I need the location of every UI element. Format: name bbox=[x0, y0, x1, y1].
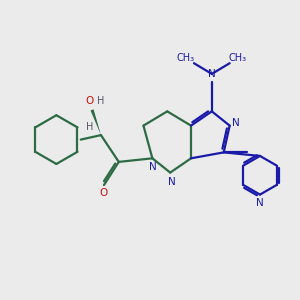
Text: N: N bbox=[232, 118, 240, 128]
Text: N: N bbox=[208, 69, 216, 79]
Text: O: O bbox=[85, 96, 94, 106]
Text: H: H bbox=[86, 122, 93, 132]
Text: CH₃: CH₃ bbox=[229, 53, 247, 63]
Text: N: N bbox=[149, 162, 157, 172]
Polygon shape bbox=[91, 109, 101, 135]
Text: CH₃: CH₃ bbox=[177, 53, 195, 63]
Text: O: O bbox=[99, 188, 107, 198]
Text: N: N bbox=[256, 198, 264, 208]
Text: N: N bbox=[168, 176, 176, 187]
Text: H: H bbox=[97, 96, 104, 106]
